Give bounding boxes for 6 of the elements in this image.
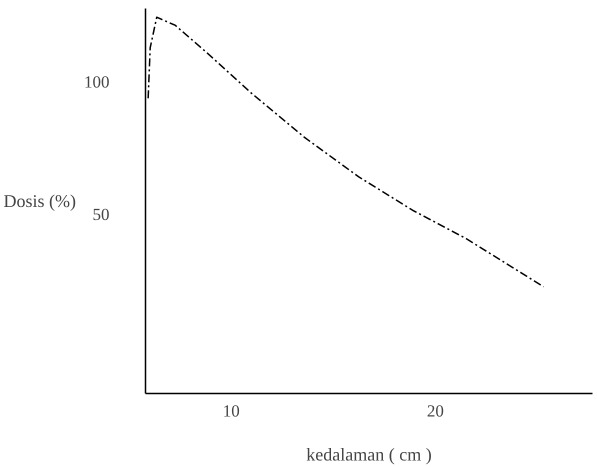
y-tick-label: 100: [84, 72, 110, 92]
x-axis-title: kedalaman ( cm ): [306, 444, 432, 464]
y-axis-title: Dosis (%): [4, 191, 76, 211]
y-tick-label: 50: [92, 204, 110, 224]
x-tick-label: 10: [222, 402, 240, 420]
x-tick-label: 20: [426, 402, 444, 420]
